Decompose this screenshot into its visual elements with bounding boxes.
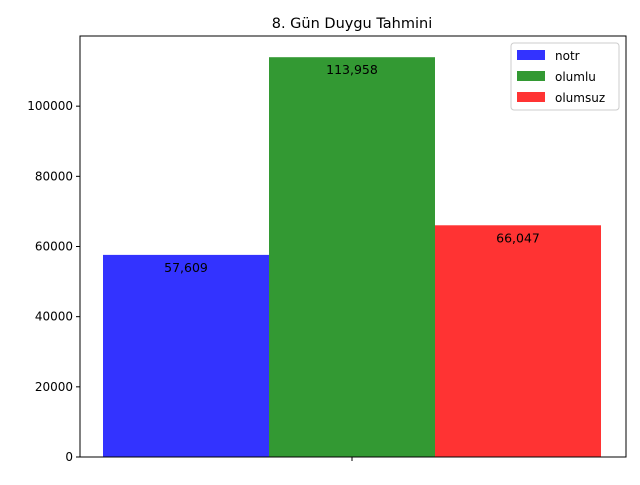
legend-swatch-notr — [517, 50, 545, 60]
legend: notr olumlu olumsuz — [510, 42, 620, 111]
axes-layer: 0 20000 40000 60000 80000 100000 — [27, 35, 627, 464]
bar-value-label-notr: 57,609 — [164, 260, 208, 275]
bar-olumlu — [269, 57, 435, 457]
legend-label-notr: notr — [555, 49, 580, 63]
legend-swatch-olumlu — [517, 71, 545, 81]
bar-value-label-olumlu: 113,958 — [326, 62, 378, 77]
chart-title: 8. Gün Duygu Tahmini — [272, 16, 433, 32]
y-tick-label: 60000 — [35, 240, 73, 254]
y-tick-label: 0 — [65, 450, 73, 464]
bar-value-label-olumsuz: 66,047 — [496, 230, 540, 245]
y-tick-label: 20000 — [35, 380, 73, 394]
legend-label-olumsuz: olumsuz — [555, 91, 605, 105]
legend-swatch-olumsuz — [517, 92, 545, 102]
y-tick-label: 40000 — [35, 310, 73, 324]
legend-label-olumlu: olumlu — [555, 70, 596, 84]
y-tick-label: 80000 — [35, 169, 73, 183]
y-tick-label: 100000 — [27, 99, 73, 113]
bar-olumsuz — [435, 225, 601, 457]
bars-layer: 57,609 113,958 66,047 — [103, 57, 601, 457]
bar-notr — [103, 254, 269, 457]
